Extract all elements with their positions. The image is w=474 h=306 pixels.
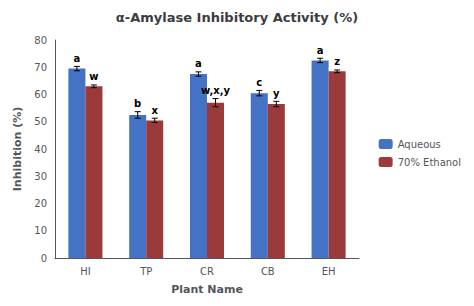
svg-text:60: 60	[34, 89, 47, 100]
svg-text:Plant Name: Plant Name	[171, 283, 243, 296]
svg-text:Aqueous: Aqueous	[398, 139, 441, 150]
svg-text:a: a	[195, 58, 202, 69]
svg-text:20: 20	[34, 198, 47, 209]
svg-text:70% Ethanol: 70% Ethanol	[398, 157, 461, 168]
svg-text:40: 40	[34, 144, 47, 155]
svg-text:CR: CR	[200, 266, 214, 277]
svg-text:w: w	[89, 71, 98, 82]
svg-text:CB: CB	[261, 266, 275, 277]
svg-text:z: z	[334, 56, 340, 67]
svg-text:0: 0	[41, 253, 47, 264]
svg-text:10: 10	[34, 225, 47, 236]
svg-text:w,x,y: w,x,y	[201, 85, 231, 96]
svg-text:x: x	[151, 105, 158, 116]
svg-text:30: 30	[34, 171, 47, 182]
svg-text:y: y	[273, 88, 280, 99]
svg-text:Inhibition (%): Inhibition (%)	[11, 107, 24, 192]
svg-text:TP: TP	[139, 266, 152, 277]
svg-text:α-Amylase Inhibitory Activity: α-Amylase Inhibitory Activity (%)	[116, 10, 358, 25]
svg-text:c: c	[256, 77, 262, 88]
svg-text:70: 70	[34, 62, 47, 73]
svg-text:50: 50	[34, 116, 47, 127]
svg-text:a: a	[74, 53, 81, 64]
svg-text:b: b	[134, 98, 141, 109]
svg-text:EH: EH	[322, 266, 336, 277]
svg-text:HI: HI	[80, 266, 90, 277]
svg-text:a: a	[317, 45, 324, 56]
svg-text:80: 80	[34, 35, 47, 46]
